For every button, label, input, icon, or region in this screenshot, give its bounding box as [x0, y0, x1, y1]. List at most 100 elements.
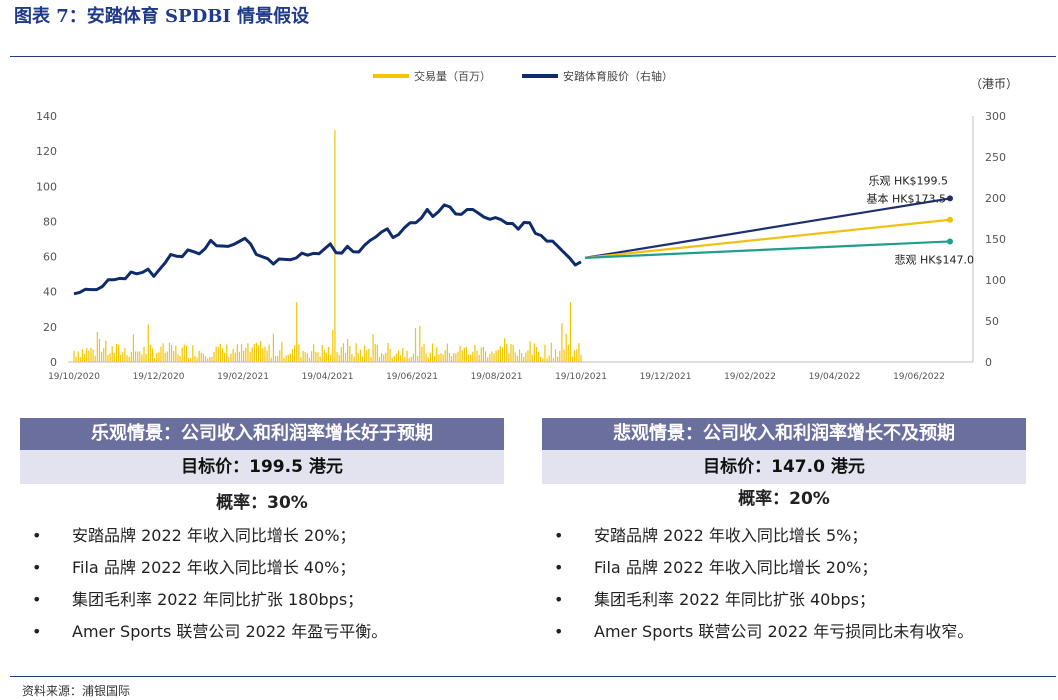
- left-tick-label: 100: [36, 180, 57, 193]
- volume-bar: [406, 350, 408, 362]
- legend-volume-label: 交易量（百万）: [414, 69, 491, 83]
- volume-bar: [380, 353, 383, 362]
- volume-bar: [245, 347, 247, 362]
- volume-bar: [342, 343, 345, 362]
- right-tick-label: 50: [985, 315, 999, 328]
- list-item: • 安踏品牌 2022 年收入同比增长 5%；: [542, 520, 1042, 552]
- volume-bar: [100, 351, 103, 362]
- volume-bar: [158, 352, 160, 362]
- volume-bar: [417, 355, 419, 362]
- volume-bar: [279, 350, 281, 362]
- volume-bar: [236, 344, 238, 362]
- volume-bar: [238, 351, 241, 362]
- volume-bar: [77, 351, 79, 362]
- optimistic-bullets: • 安踏品牌 2022 年收入同比增长 20%； • Fila 品牌 2022 年收…: [20, 520, 504, 648]
- volume-bar: [323, 349, 325, 362]
- volume-bar: [207, 358, 209, 362]
- volume-bar: [493, 353, 495, 362]
- stock-chart: 0 20 40 60 80 100 120 140 0 50 100 150 200 250 300 （港币）…: [36, 69, 1018, 382]
- volume-bar: [514, 352, 516, 362]
- volume-bar: [355, 343, 357, 362]
- volume-bar: [224, 352, 226, 362]
- x-tick-label: 19/06/2021: [386, 372, 438, 382]
- volume-bar: [185, 345, 188, 362]
- volume-bar: [321, 345, 323, 362]
- volume-bar: [353, 356, 355, 362]
- volume-bar: [255, 342, 258, 362]
- volume-bar: [559, 350, 561, 362]
- list-item: • Fila 品牌 2022 年收入同比增长 40%；: [20, 552, 504, 584]
- volume-bar: [291, 349, 294, 362]
- volume-bar: [122, 352, 124, 362]
- bullet-text: Fila 品牌 2022 年收入同比增长 20%；: [594, 558, 878, 577]
- volume-bar: [86, 348, 88, 362]
- right-tick-label: 150: [985, 233, 1006, 246]
- x-tick-label: 19/04/2022: [809, 372, 861, 382]
- volume-bar: [79, 357, 81, 362]
- bullet-text: 安踏品牌 2022 年收入同比增长 20%；: [72, 526, 356, 545]
- volume-bar: [463, 347, 465, 362]
- volume-bar: [576, 349, 578, 362]
- volume-bar: [349, 345, 351, 362]
- scenario-label: 悲观 HK$147.0: [895, 252, 974, 266]
- right-tick-label: 100: [985, 274, 1006, 287]
- volume-bar: [221, 348, 224, 362]
- volume-bar: [124, 348, 126, 362]
- list-item: • 集团毛利率 2022 年同比扩张 40bps；: [542, 584, 1042, 616]
- volume-bar: [535, 347, 538, 362]
- volume-bar: [283, 357, 285, 362]
- x-tick-label: 19/04/2021: [302, 372, 354, 382]
- volume-bar: [397, 350, 400, 362]
- volume-bar: [357, 353, 359, 362]
- volume-bar: [260, 340, 262, 362]
- volume-bar: [190, 358, 192, 362]
- x-tick-label: 19/12/2021: [640, 372, 692, 382]
- volume-bar: [183, 344, 185, 362]
- volume-bar: [495, 350, 497, 362]
- volume-bar: [344, 352, 347, 362]
- volume-bar: [92, 349, 94, 362]
- volume-bar: [126, 354, 128, 362]
- volume-bar: [298, 344, 300, 362]
- volume-bar: [489, 353, 491, 362]
- volume-bar: [419, 325, 421, 362]
- volume-bar: [164, 352, 166, 362]
- volume-bar: [257, 345, 260, 362]
- volume-bar: [351, 354, 353, 362]
- volume-bar: [400, 355, 402, 362]
- volume-bar: [181, 347, 183, 362]
- scenario-endpoint: [947, 195, 953, 202]
- volume-bar: [215, 346, 217, 362]
- volume-bar: [115, 343, 118, 362]
- left-tick-label: 20: [43, 321, 57, 334]
- title-divider: [10, 56, 1056, 57]
- x-tick-label: 19/08/2021: [471, 372, 523, 382]
- volume-bar: [512, 344, 514, 362]
- volume-bar: [304, 352, 306, 362]
- volume-bar: [247, 343, 249, 362]
- left-tick-label: 80: [43, 215, 57, 228]
- volume-bar: [427, 357, 429, 362]
- volume-bar: [455, 353, 457, 362]
- volume-bar: [457, 351, 459, 362]
- volume-bar: [130, 351, 132, 362]
- bullet-text: 安踏品牌 2022 年收入同比增长 5%；: [594, 526, 868, 545]
- volume-bar: [506, 343, 508, 362]
- volume-bar: [548, 355, 550, 362]
- volume-bar: [266, 350, 268, 362]
- volume-bar: [308, 357, 311, 362]
- bullet-icon: •: [32, 622, 42, 641]
- volume-bar: [111, 346, 113, 362]
- volume-bar: [147, 324, 149, 362]
- volume-bar: [162, 343, 164, 362]
- volume-bar: [179, 356, 181, 362]
- volume-bar: [103, 347, 105, 362]
- left-tick-label: 120: [36, 145, 57, 158]
- volume-bar: [151, 348, 154, 362]
- volume-bar: [501, 347, 504, 362]
- scenario-endpoint: [947, 216, 953, 223]
- volume-bar: [272, 333, 275, 362]
- list-item: • Amer Sports 联营公司 2022 年亏损同比未有收窄。: [542, 616, 1042, 648]
- volume-bar: [521, 353, 523, 362]
- source-note: 资料来源：浦银国际: [22, 684, 131, 698]
